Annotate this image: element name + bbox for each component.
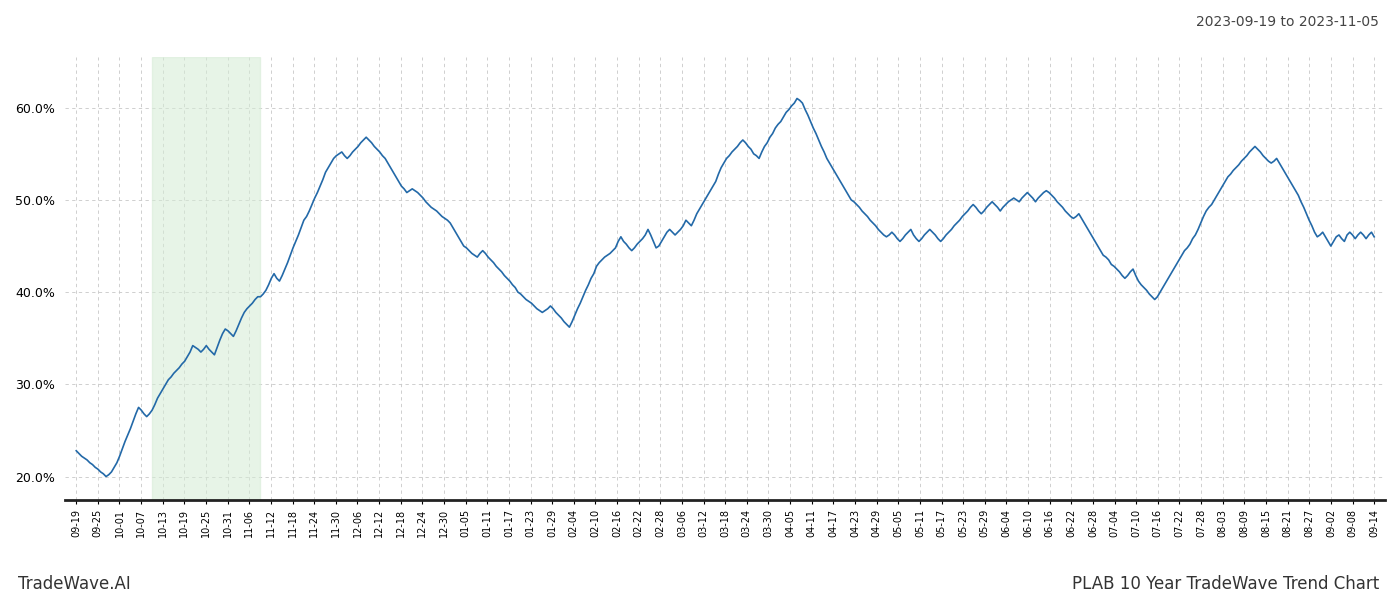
Bar: [153, 57, 260, 500]
Text: 2023-09-19 to 2023-11-05: 2023-09-19 to 2023-11-05: [1196, 15, 1379, 29]
Text: TradeWave.AI: TradeWave.AI: [18, 575, 132, 593]
Text: PLAB 10 Year TradeWave Trend Chart: PLAB 10 Year TradeWave Trend Chart: [1072, 575, 1379, 593]
